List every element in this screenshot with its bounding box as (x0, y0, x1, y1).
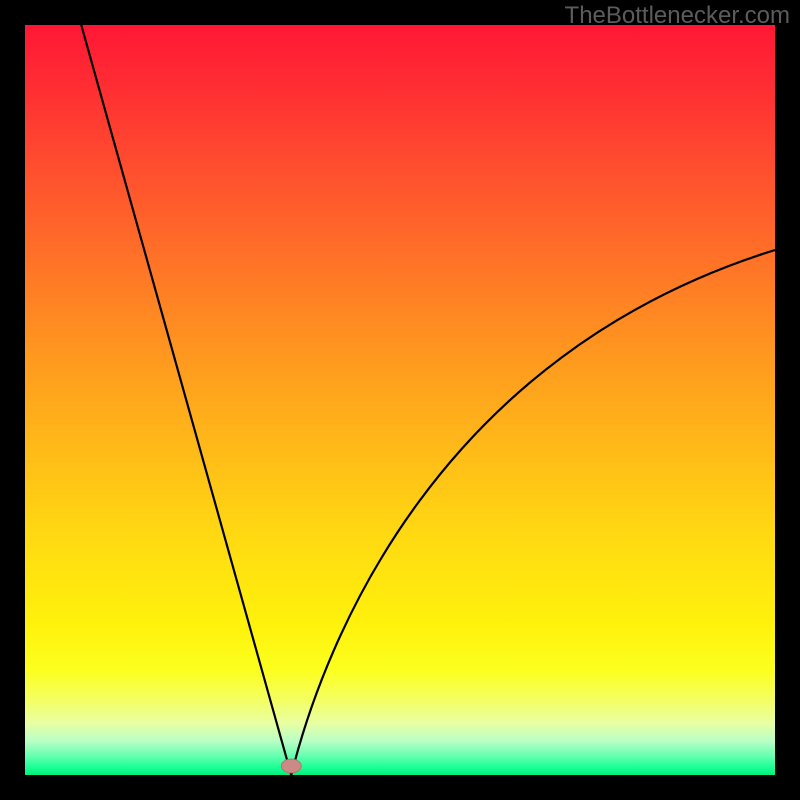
watermark-text: TheBottlenecker.com (565, 2, 790, 30)
chart-frame: TheBottlenecker.com (0, 0, 800, 800)
plot-background (25, 25, 775, 775)
bottleneck-chart (0, 0, 800, 800)
optimal-point-marker (281, 759, 301, 773)
